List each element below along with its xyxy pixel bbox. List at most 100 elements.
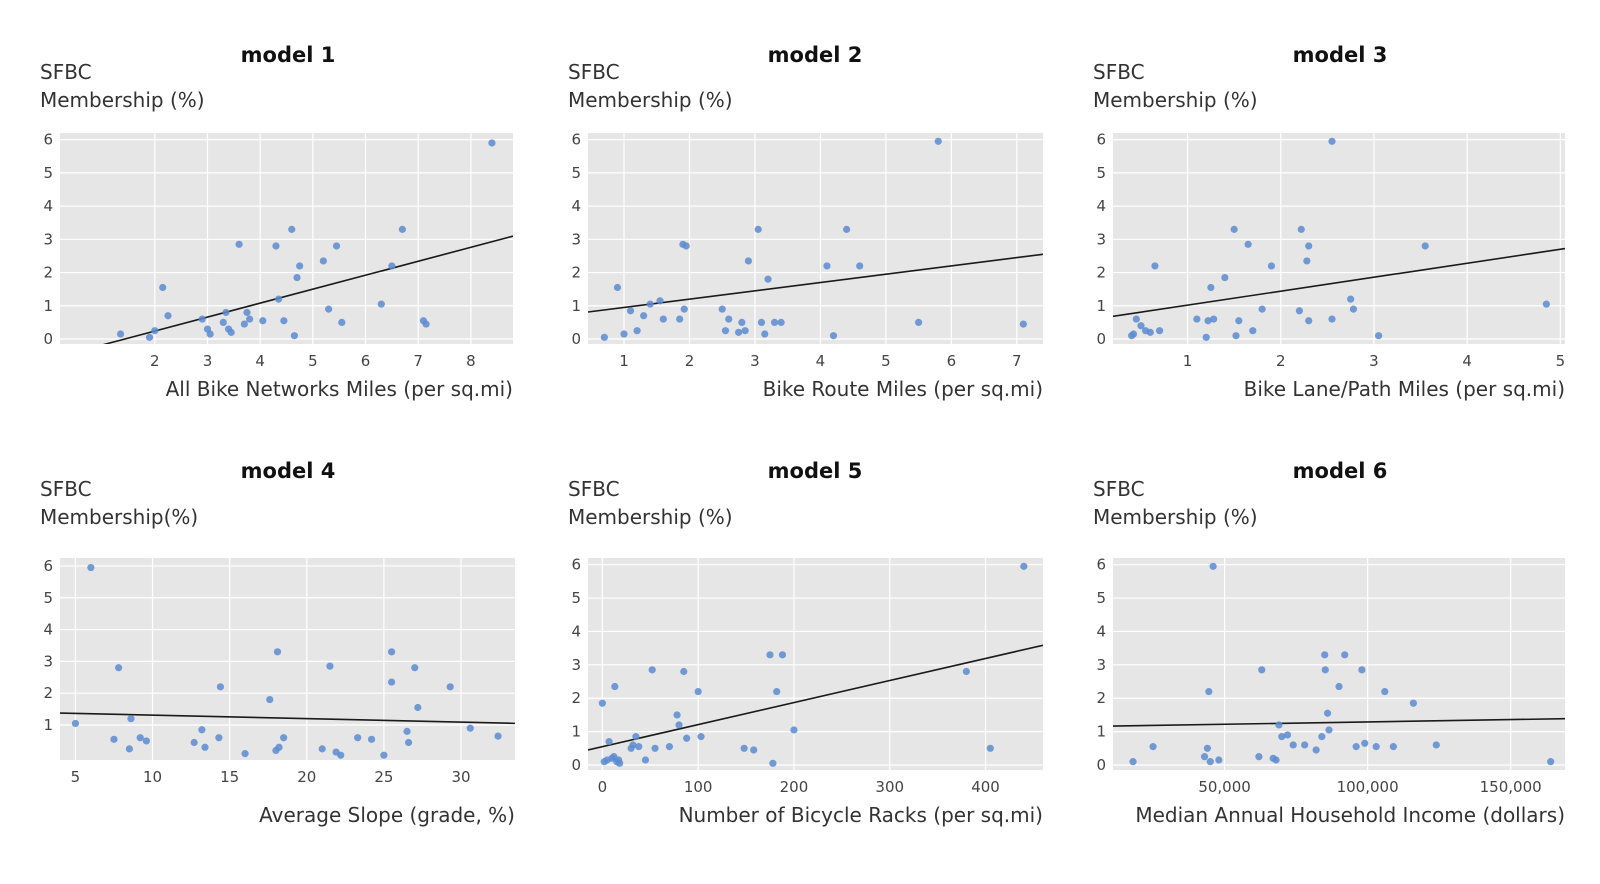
data-point [388, 678, 396, 686]
data-point [676, 315, 684, 323]
plot-area [588, 558, 1043, 770]
data-point [1409, 699, 1417, 707]
y-tick-label: 1 [571, 723, 581, 741]
y-tick-label: 5 [571, 589, 581, 607]
data-point [1289, 741, 1297, 749]
plot-area [588, 133, 1043, 344]
y-tick-label: 1 [1096, 297, 1106, 315]
plot-area [1113, 133, 1565, 344]
data-point [110, 735, 118, 743]
data-point [777, 318, 785, 327]
y-tick-label: 2 [43, 264, 53, 282]
data-point [1341, 651, 1349, 659]
y-tick-label: 6 [43, 557, 53, 575]
regression-line [1113, 717, 1565, 727]
data-point [1129, 758, 1137, 766]
data-point [164, 312, 172, 320]
x-tick-label: 4 [1462, 352, 1472, 370]
data-point [380, 751, 388, 759]
data-point [325, 305, 333, 313]
y-tick-label: 6 [571, 131, 581, 149]
regression-line [588, 644, 1043, 751]
data-point [1209, 562, 1217, 570]
data-point [280, 734, 288, 742]
data-point [215, 734, 223, 742]
data-point [319, 257, 327, 265]
y-axis-label: Membership (%) [40, 88, 205, 112]
data-point [620, 330, 628, 338]
chart-panel-6: 50,000 100,000 150,000 0 1 2 3 4 5 6 model 6 SFBC Me… [1093, 459, 1565, 827]
plot-area [60, 133, 513, 344]
x-tick-label: 15 [220, 768, 239, 786]
y-tick-label: 3 [1096, 656, 1106, 674]
data-point [605, 738, 613, 746]
data-point [1019, 320, 1027, 328]
y-tick-label: 4 [1096, 622, 1106, 640]
data-point [354, 734, 362, 742]
x-tick-label: 20 [297, 768, 316, 786]
data-point [227, 328, 235, 336]
data-point [240, 320, 248, 328]
data-point [829, 332, 838, 340]
data-point [613, 283, 622, 292]
chart-title: model 3 [1293, 43, 1388, 67]
data-point [1137, 322, 1145, 330]
y-axis-label: Membership (%) [1093, 505, 1258, 529]
data-point [404, 738, 413, 747]
data-point [646, 300, 654, 308]
y-tick-label: 2 [571, 264, 581, 282]
y-tick-label: 1 [43, 297, 53, 315]
y-tick-label: 1 [43, 716, 53, 734]
data-point [635, 743, 643, 751]
data-point [1232, 332, 1240, 340]
data-point [1323, 709, 1332, 717]
data-point [1361, 739, 1369, 747]
plot-area [1113, 558, 1565, 770]
chart-title: model 1 [241, 43, 336, 67]
data-point [1421, 242, 1429, 250]
x-tick-label: 5 [881, 352, 891, 370]
data-point [71, 719, 80, 728]
data-point [665, 743, 674, 751]
data-point [790, 726, 798, 734]
data-point [1347, 295, 1355, 303]
data-point [206, 330, 214, 338]
data-point [1258, 666, 1266, 674]
data-point [1328, 315, 1336, 323]
data-point [754, 225, 762, 233]
data-point [656, 297, 664, 305]
data-point [683, 734, 691, 742]
data-point [741, 327, 749, 335]
data-point [377, 300, 385, 308]
data-point [1151, 262, 1159, 270]
chart-panel-3: 1 2 3 4 5 0 1 2 3 4 5 6 model 3 SFBC Membership (%) Bik… [1093, 43, 1565, 401]
x-tick-label: 200 [780, 778, 809, 796]
data-point [338, 318, 346, 327]
data-point [1389, 743, 1397, 751]
x-tick-label: 2 [150, 352, 160, 370]
data-point [290, 332, 299, 340]
data-point [1204, 317, 1212, 325]
data-point [915, 318, 923, 327]
data-point [326, 662, 334, 670]
data-point [1328, 137, 1336, 145]
y-tick-label: 3 [1096, 230, 1106, 248]
data-point [1020, 562, 1028, 570]
y-tick-label: 5 [43, 589, 53, 607]
data-point [1312, 746, 1320, 754]
y-tick-label: 6 [571, 556, 581, 574]
x-tick-label: 2 [685, 352, 695, 370]
data-point [769, 759, 777, 767]
x-axis-label: Average Slope (grade, %) [259, 803, 515, 827]
chart-title: model 4 [241, 459, 336, 483]
data-point [1375, 332, 1383, 340]
data-point [651, 744, 659, 752]
data-point [201, 743, 209, 751]
data-point [675, 721, 683, 729]
data-point [235, 240, 243, 248]
data-point [761, 330, 769, 338]
data-point [1372, 743, 1380, 751]
y-tick-label: 4 [43, 621, 53, 639]
data-point [296, 262, 304, 270]
data-point [778, 651, 787, 659]
